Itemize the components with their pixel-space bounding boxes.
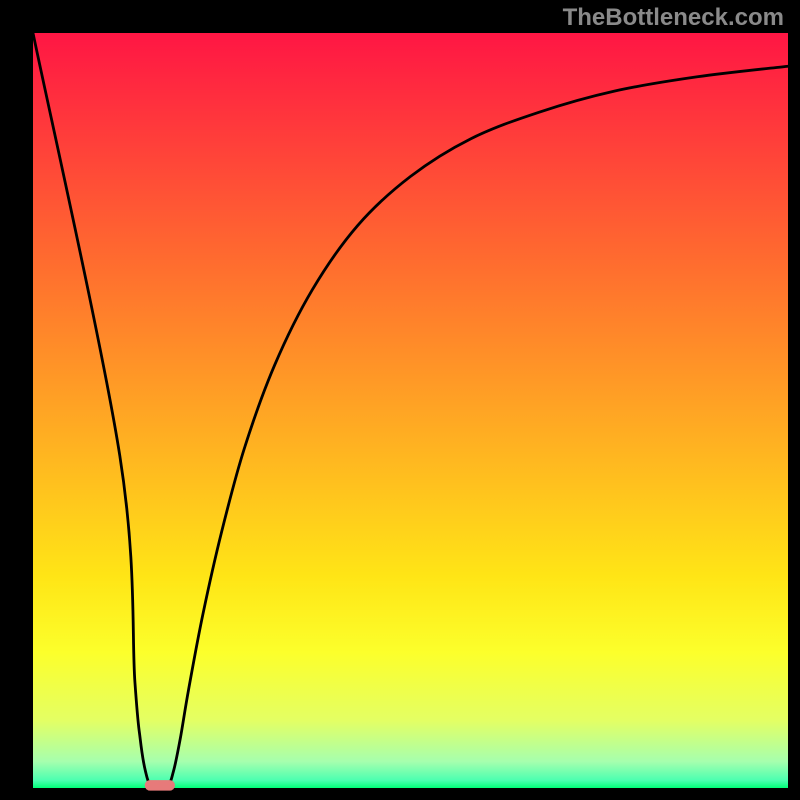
figure-root: TheBottleneck.com xyxy=(0,0,800,800)
watermark-text: TheBottleneck.com xyxy=(563,4,784,32)
plot-area xyxy=(33,33,788,788)
